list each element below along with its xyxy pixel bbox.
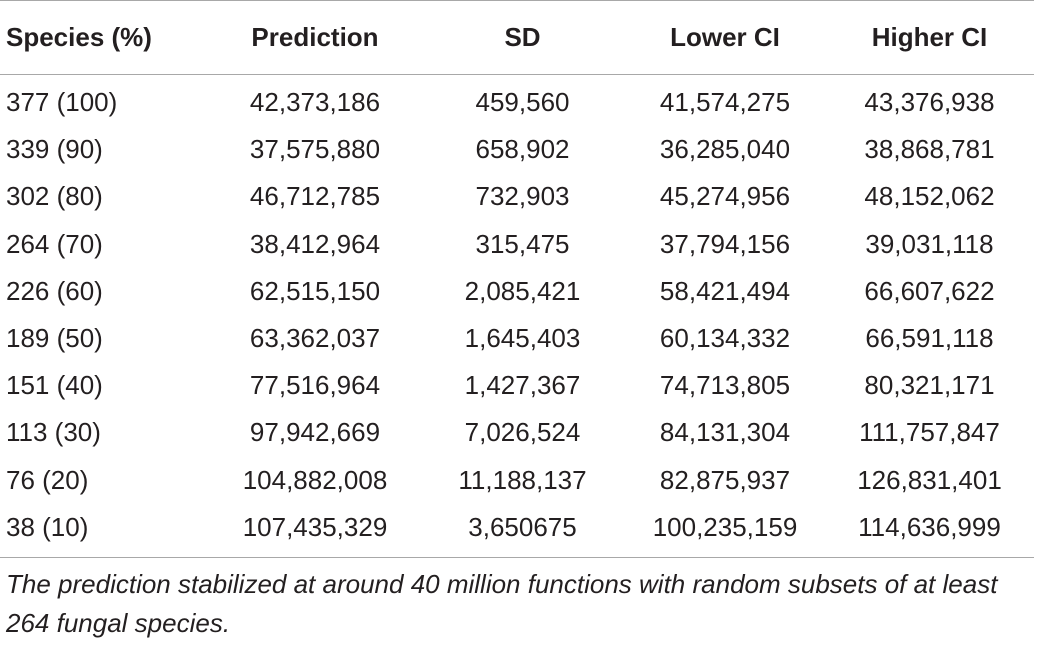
header-sd: SD [504, 22, 541, 52]
cell-prediction: 38,412,964 [249, 228, 381, 259]
table-top-rule [0, 0, 1034, 1]
cell-higher-ci: 111,757,847 [859, 417, 1000, 448]
table-row: 189 (50) 63,362,037 1,645,403 60,134,332… [0, 315, 1034, 362]
cell-higher-ci: 66,591,118 [865, 323, 994, 354]
table-row: 226 (60) 62,515,150 2,085,421 58,421,494… [0, 268, 1034, 315]
header-higher-ci: Higher CI [871, 22, 988, 52]
cell-sd: 7,026,524 [464, 417, 581, 448]
table-row: 302 (80) 46,712,785 732,903 45,274,956 4… [0, 173, 1034, 220]
cell-prediction: 37,575,880 [249, 134, 381, 165]
cell-sd: 459,560 [475, 87, 570, 118]
data-table-container: Species (%) Prediction SD Lower CI Highe… [0, 0, 1034, 638]
cell-higher-ci: 80,321,171 [864, 370, 995, 401]
header-prediction: Prediction [251, 22, 379, 52]
cell-prediction: 42,373,186 [249, 87, 381, 118]
cell-sd: 658,902 [475, 134, 570, 165]
header-species: Species (%) [6, 22, 152, 52]
cell-sd: 732,903 [475, 181, 570, 212]
cell-sd: 1,427,367 [464, 370, 581, 401]
cell-higher-ci: 48,152,062 [864, 181, 995, 212]
table-row: 76 (20) 104,882,008 11,188,137 82,875,93… [0, 457, 1034, 504]
cell-lower-ci: 41,574,275 [659, 87, 791, 118]
cell-species: 377 (100) [6, 87, 118, 118]
cell-lower-ci: 82,875,937 [659, 464, 791, 495]
cell-species: 189 (50) [6, 323, 103, 354]
table-row: 151 (40) 77,516,964 1,427,367 74,713,805… [0, 362, 1034, 409]
cell-prediction: 104,882,008 [242, 464, 388, 495]
cell-species: 151 (40) [6, 370, 103, 401]
species-prediction-table: Species (%) Prediction SD Lower CI Highe… [0, 1, 1034, 557]
cell-lower-ci: 36,285,040 [659, 134, 791, 165]
cell-prediction: 63,362,037 [249, 323, 381, 354]
cell-species: 113 (30) [6, 417, 101, 448]
cell-lower-ci: 37,794,156 [659, 228, 791, 259]
cell-prediction: 97,942,669 [249, 417, 381, 448]
table-row: 377 (100) 42,373,186 459,560 41,574,275 … [0, 75, 1034, 126]
cell-lower-ci: 45,274,956 [659, 181, 791, 212]
cell-sd: 3,650675 [468, 511, 577, 542]
cell-higher-ci: 38,868,781 [864, 134, 995, 165]
table-row: 264 (70) 38,412,964 315,475 37,794,156 3… [0, 221, 1034, 268]
cell-lower-ci: 60,134,332 [659, 323, 791, 354]
cell-lower-ci: 74,713,805 [659, 370, 791, 401]
header-row: Species (%) Prediction SD Lower CI Highe… [0, 1, 1034, 74]
cell-species: 76 (20) [6, 464, 89, 495]
cell-species: 226 (60) [6, 275, 103, 306]
cell-prediction: 62,515,150 [249, 275, 381, 306]
cell-species: 302 (80) [6, 181, 103, 212]
table-caption: The prediction stabilized at around 40 m… [6, 568, 998, 638]
table-row: 113 (30) 97,942,669 7,026,524 84,131,304… [0, 409, 1034, 456]
header-rule [0, 74, 1034, 75]
cell-species: 38 (10) [6, 511, 89, 542]
cell-species: 339 (90) [6, 134, 103, 165]
table-bottom-rule [0, 556, 1034, 558]
cell-sd: 11,188,137 [458, 464, 587, 495]
cell-prediction: 107,435,329 [242, 511, 388, 542]
cell-lower-ci: 100,235,159 [652, 511, 798, 542]
cell-sd: 2,085,421 [464, 275, 581, 306]
cell-prediction: 77,516,964 [249, 370, 381, 401]
cell-lower-ci: 58,421,494 [659, 275, 791, 306]
cell-higher-ci: 126,831,401 [857, 464, 1002, 495]
cell-prediction: 46,712,785 [249, 181, 381, 212]
cell-higher-ci: 114,636,999 [858, 511, 1001, 542]
table-row: 38 (10) 107,435,329 3,650675 100,235,159… [0, 504, 1034, 557]
cell-species: 264 (70) [6, 228, 103, 259]
header-lower-ci: Lower CI [670, 22, 780, 52]
cell-higher-ci: 66,607,622 [864, 275, 995, 306]
cell-sd: 315,475 [475, 228, 570, 259]
cell-sd: 1,645,403 [464, 323, 581, 354]
table-row: 339 (90) 37,575,880 658,902 36,285,040 3… [0, 126, 1034, 173]
cell-higher-ci: 39,031,118 [865, 228, 994, 259]
cell-lower-ci: 84,131,304 [659, 417, 791, 448]
cell-higher-ci: 43,376,938 [864, 87, 995, 118]
